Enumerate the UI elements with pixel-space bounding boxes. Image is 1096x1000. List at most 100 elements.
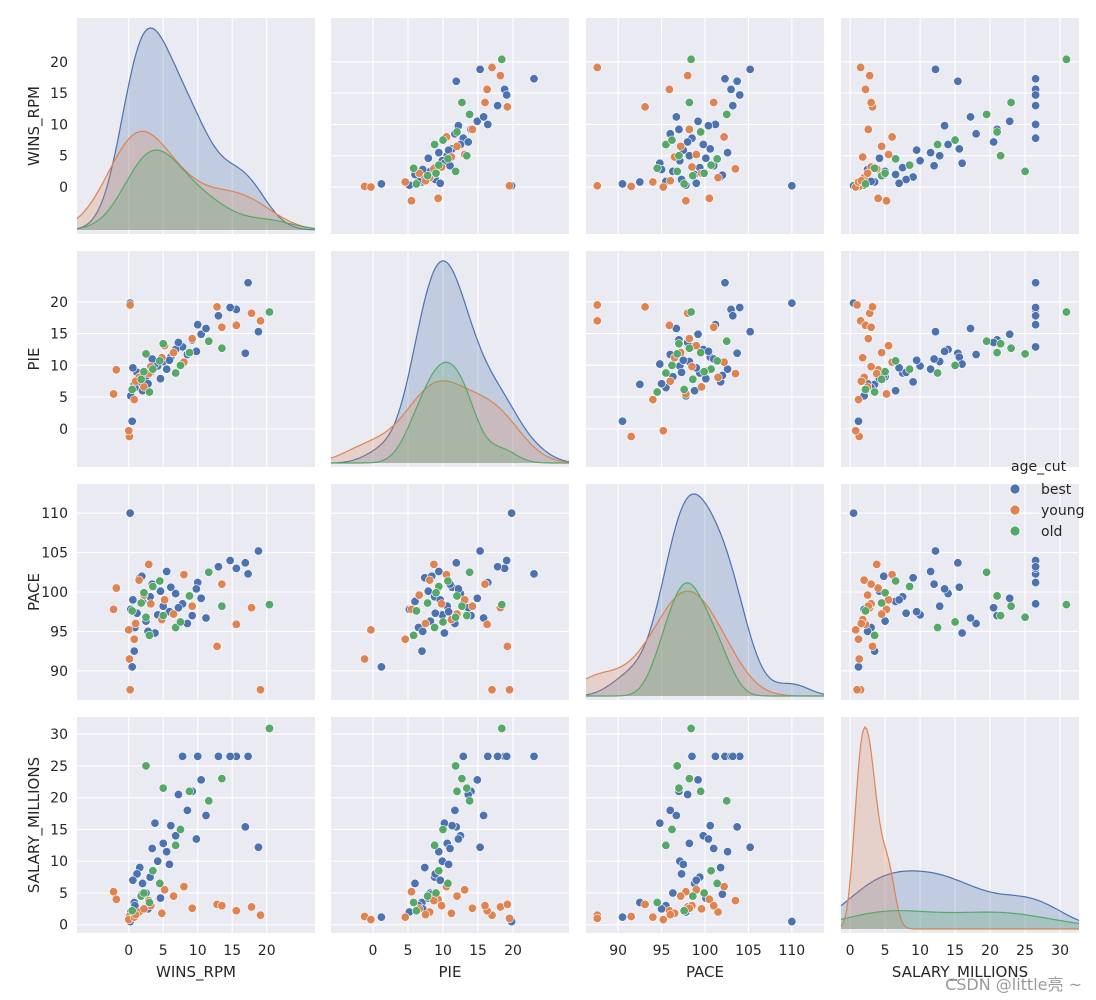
scatter-point-best [678,859,688,869]
scatter-point-best [444,607,454,617]
ytick-label-pie: 0 [59,422,68,438]
scatter-point-young [887,132,897,142]
scatter-point-young [719,132,729,142]
scatter-point-young [437,599,447,609]
scatter-point-best [153,856,163,866]
scatter-point-young [187,903,197,913]
scatter-point-young [160,885,170,895]
scatter-point-young [502,899,512,909]
scatter-point-old [679,179,689,189]
scatter-point-old [139,888,149,898]
scatter-point-best [191,584,201,594]
scatter-point-best [943,139,953,149]
scatter-point-young [231,619,241,629]
kde-line-young [330,380,570,463]
ytick-label-salary-millions: 10 [50,854,68,870]
xlabel-wins-rpm: WINS_RPM [156,963,236,982]
scatter-point-young [111,365,121,375]
scatter-point-young [866,579,876,589]
scatter-point-young [111,583,121,593]
scatter-point-old [451,612,461,622]
scatter-point-old [264,307,274,317]
scatter-point-old [950,617,960,627]
scatter-point-old [1006,98,1016,108]
scatter-point-best [693,116,703,126]
scatter-point-old [696,786,706,796]
scatter-point-best [472,116,482,126]
scatter-point-best [709,844,719,854]
scatter-point-best [430,608,440,618]
scatter-point-young [256,910,266,920]
xtick-label-pace: 110 [778,943,805,959]
scatter-point-best [732,822,742,832]
scatter-point-young [592,62,602,72]
scatter-point-young [691,149,701,159]
scatter-point-young [884,341,894,351]
panel-pie-vs-salary-millions [841,251,1079,467]
scatter-point-best [723,148,733,158]
scatter-point-best [912,145,922,155]
scatter-point-best [445,844,455,854]
scatter-point-young [676,141,686,151]
xtick-label-pie: 20 [504,943,522,959]
scatter-point-old [462,783,472,793]
kde-line-old [586,582,824,697]
scatter-point-young [592,300,602,310]
scatter-point-young [420,619,430,629]
scatter-point-best [1031,101,1041,111]
ylabel-wins-rpm: WINS_RPM [25,86,44,166]
scatter-point-old [217,343,227,353]
scatter-point-best [678,355,688,365]
xtick-label-salary-millions: 20 [981,943,999,959]
panel-salary-millions-vs-wins-rpm [77,717,315,933]
scatter-point-old [144,898,154,908]
ytick-label-pie: 15 [50,327,68,343]
ytick-label-pie: 20 [50,295,68,311]
scatter-point-best [493,562,503,572]
scatter-point-old [905,581,915,591]
scatter-point-best [965,112,975,122]
scatter-point-best [671,810,681,820]
panel-pace-vs-wins-rpm [77,484,315,700]
scatter-point-old [462,611,472,621]
scatter-point-best [971,619,981,629]
legend-marker-best [1009,483,1021,495]
kde-line-young [840,725,1079,930]
scatter-point-young [256,685,266,695]
scatter-point-young [856,619,866,629]
scatter-point-old [652,898,662,908]
scatter-point-young [866,322,876,332]
scatter-point-best [507,508,517,518]
scatter-point-young [676,891,686,901]
scatter-point-young [858,353,868,363]
scatter-point-old [452,591,462,601]
scatter-point-best [693,775,703,785]
scatter-point-young [406,196,416,206]
scatter-point-young [877,348,887,358]
scatter-point-best [703,346,713,356]
scatter-point-old [148,364,158,374]
scatter-point-best [894,178,904,188]
scatter-point-young [852,685,862,695]
scatter-point-best [253,327,263,337]
scatter-point-old [877,598,887,608]
scatter-point-old [982,109,992,119]
scatter-point-best [435,875,445,885]
scatter-point-old [438,617,448,627]
scatter-point-young [129,395,139,405]
xtick-label-pace: 90 [609,943,627,959]
scatter-point-old [686,307,696,317]
scatter-point-best [240,822,250,832]
scatter-point-young [179,882,189,892]
kde-fill-old [841,910,1079,929]
scatter-point-young [592,316,602,326]
scatter-point-best [732,76,742,86]
legend-marker-young [1009,504,1021,516]
scatter-point-old [452,127,462,137]
scatter-point-best [529,751,539,761]
scatter-point-young [709,901,719,911]
scatter-point-old [905,160,915,170]
scatter-point-old [667,360,677,370]
scatter-point-old [465,796,475,806]
scatter-point-best [720,278,730,288]
